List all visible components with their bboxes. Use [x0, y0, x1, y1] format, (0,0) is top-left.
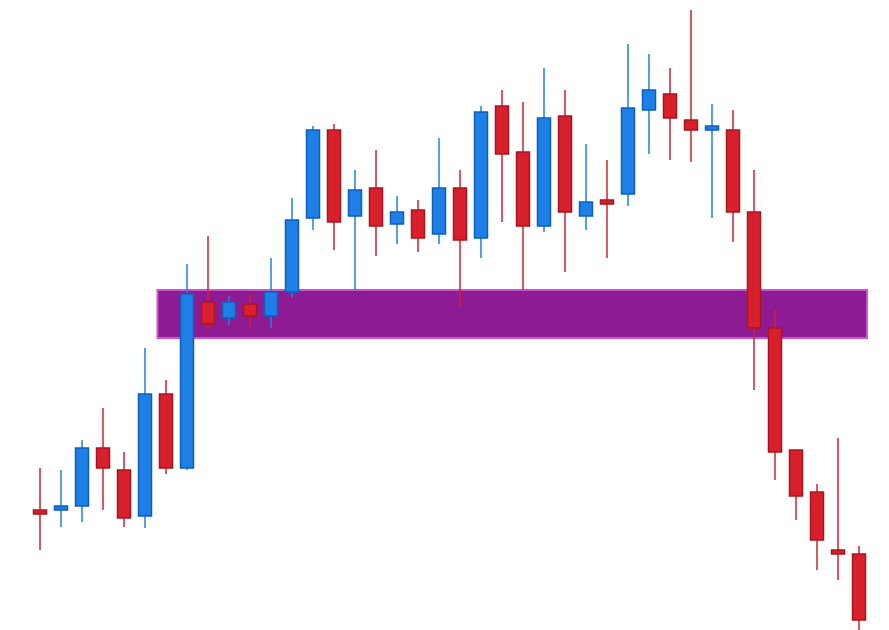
candle-40 — [851, 546, 867, 630]
bull-candle-body — [473, 111, 489, 239]
candle-26 — [557, 90, 573, 272]
candle-15 — [326, 124, 342, 250]
candle-39 — [830, 438, 846, 580]
candle-16 — [347, 170, 363, 290]
candle-9 — [200, 236, 216, 330]
bull-candle-body — [347, 189, 363, 217]
candle-14 — [305, 126, 321, 230]
candle-22 — [473, 106, 489, 258]
bear-candle-body — [242, 303, 258, 317]
bull-candle-body — [137, 393, 153, 517]
bull-candle-body — [284, 219, 300, 293]
candle-34 — [725, 110, 741, 242]
candle-35 — [746, 170, 762, 390]
candle-5 — [116, 452, 132, 527]
candle-12 — [263, 258, 279, 328]
bear-candle-body — [494, 105, 510, 155]
candle-38 — [809, 484, 825, 570]
bear-candle-body — [725, 129, 741, 213]
bull-candle-body — [74, 447, 90, 507]
candle-28 — [599, 160, 615, 258]
candle-6 — [137, 348, 153, 528]
bull-candle-body — [431, 187, 447, 235]
bull-candle-body — [305, 129, 321, 219]
candle-25 — [536, 68, 552, 232]
candle-29 — [620, 44, 636, 206]
candle-7 — [158, 380, 174, 474]
candle-1 — [32, 468, 48, 550]
bear-candle-body — [683, 119, 699, 131]
bull-candle-body — [221, 301, 237, 319]
candle-8 — [179, 264, 195, 470]
bear-candle-body — [326, 129, 342, 223]
candle-31 — [662, 68, 678, 160]
bear-candle-body — [746, 211, 762, 329]
candles-layer — [32, 10, 867, 630]
bear-candle-body — [368, 187, 384, 227]
candle-17 — [368, 150, 384, 256]
bear-candle-body — [410, 209, 426, 239]
bear-candle-body — [32, 509, 48, 515]
bull-candle-body — [389, 211, 405, 225]
bear-candle-body — [200, 301, 216, 325]
bear-candle-body — [599, 199, 615, 205]
candle-37 — [788, 449, 804, 520]
bull-candle-body — [620, 107, 636, 195]
bear-candle-body — [788, 449, 804, 497]
bear-candle-body — [830, 549, 846, 555]
candle-10 — [221, 296, 237, 325]
candle-19 — [410, 200, 426, 252]
bear-candle-body — [452, 187, 468, 241]
candle-2 — [53, 470, 69, 527]
bear-candle-body — [158, 393, 174, 469]
bull-candle-body — [641, 89, 657, 111]
bear-candle-body — [116, 469, 132, 519]
candle-11 — [242, 294, 258, 327]
bear-candle-body — [767, 327, 783, 453]
candle-33 — [704, 104, 720, 218]
candle-23 — [494, 90, 510, 222]
candle-24 — [515, 102, 531, 290]
bull-candle-body — [704, 125, 720, 131]
candle-21 — [452, 170, 468, 306]
candle-27 — [578, 144, 594, 230]
bear-candle-body — [95, 447, 111, 469]
candle-36 — [767, 310, 783, 480]
candle-18 — [389, 196, 405, 244]
candle-3 — [74, 440, 90, 522]
bear-candle-body — [515, 151, 531, 227]
candle-30 — [641, 54, 657, 154]
bull-candle-body — [179, 293, 195, 469]
bear-candle-body — [662, 93, 678, 119]
bull-candle-body — [53, 505, 69, 511]
candle-13 — [284, 198, 300, 298]
bull-candle-body — [578, 201, 594, 217]
candle-4 — [95, 408, 111, 510]
bear-candle-body — [809, 491, 825, 541]
candle-20 — [431, 138, 447, 244]
bull-candle-body — [536, 117, 552, 227]
bear-candle-body — [851, 553, 867, 621]
bull-candle-body — [263, 291, 279, 317]
candle-32 — [683, 10, 699, 162]
bear-candle-body — [557, 115, 573, 213]
